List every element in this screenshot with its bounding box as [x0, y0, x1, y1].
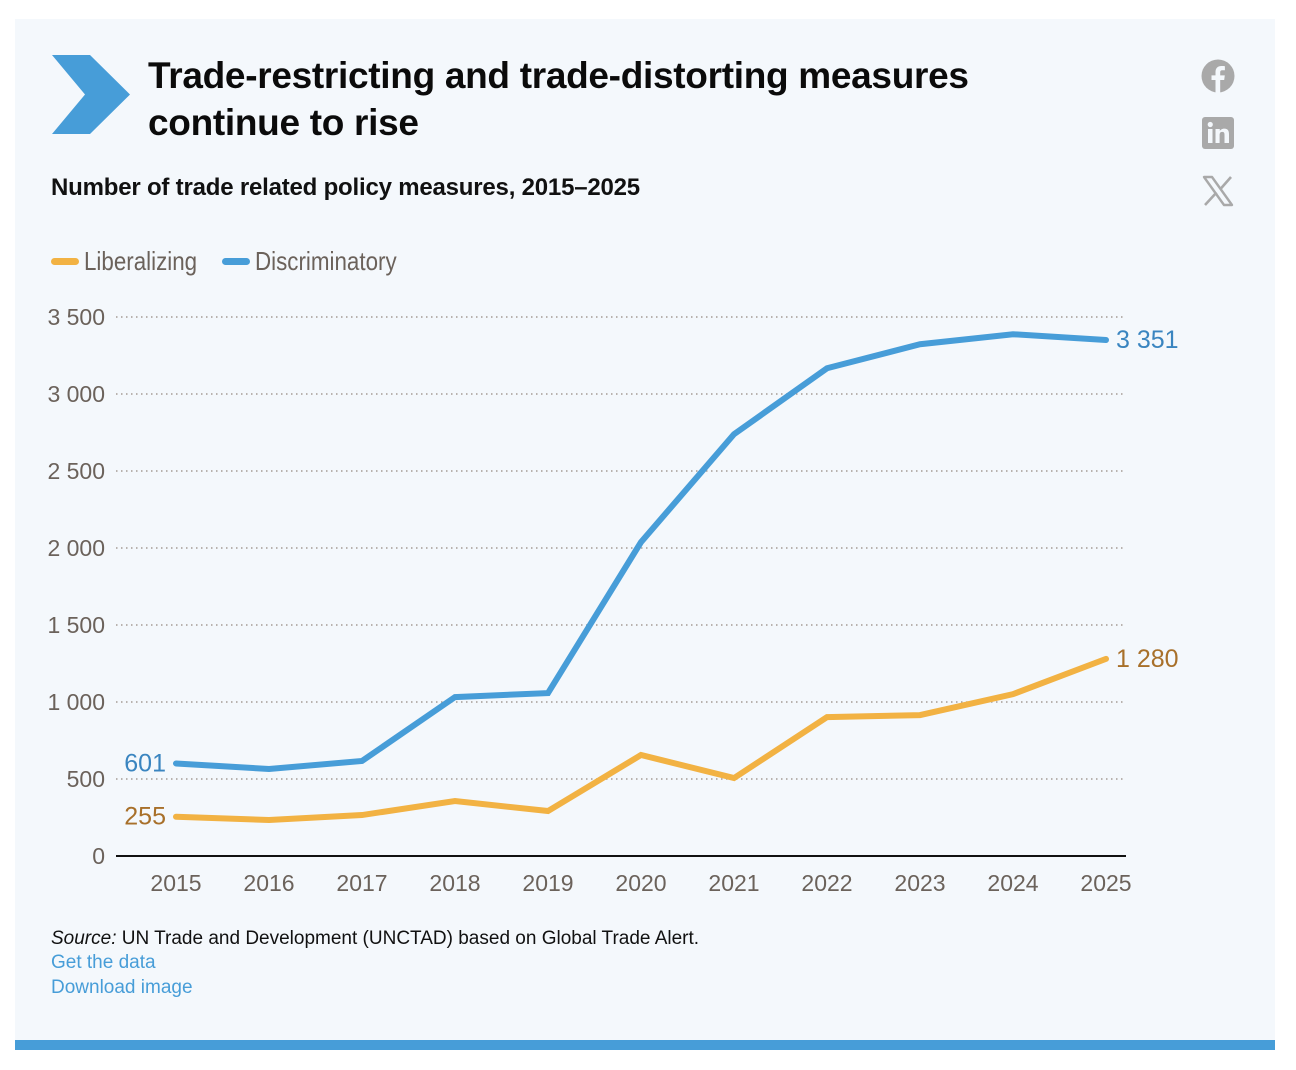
download-image-link[interactable]: Download image — [51, 977, 193, 998]
start-label-discriminatory: 601 — [124, 749, 166, 777]
source-label: Source: — [51, 928, 117, 949]
x-tick-label: 2020 — [615, 870, 666, 896]
x-tick-label: 2018 — [429, 870, 480, 896]
y-tick-label: 2 500 — [47, 458, 105, 484]
chart-card — [15, 19, 1275, 1040]
x-tick-label: 2024 — [987, 870, 1038, 896]
y-tick-label: 1 500 — [47, 612, 105, 638]
legend-label: Discriminatory — [254, 246, 397, 276]
series-line-liberalizing — [173, 655, 1109, 823]
legend-item-liberalizing[interactable]: Liberalizing — [51, 246, 216, 277]
legend-swatch-discriminatory — [221, 258, 250, 265]
share-facebook-button[interactable] — [1200, 58, 1236, 94]
x-tick-label: 2015 — [150, 870, 201, 896]
share-x-button[interactable] — [1200, 173, 1236, 209]
chart-title: Trade-restricting and trade-distorting m… — [148, 52, 1148, 146]
x-tick-label: 2025 — [1080, 870, 1131, 896]
legend-label: Liberalizing — [84, 246, 198, 276]
x-twitter-icon — [1202, 175, 1234, 207]
source-note: Source: UN Trade and Development (UNCTAD… — [51, 928, 699, 950]
y-tick-label: 500 — [67, 766, 105, 792]
start-label-liberalizing: 255 — [124, 803, 166, 831]
x-tick-label: 2019 — [522, 870, 573, 896]
title-line-1: Trade-restricting and trade-distorting m… — [148, 55, 969, 96]
accent-bottom-bar — [15, 1040, 1275, 1050]
chevron-logo-icon — [52, 55, 130, 134]
chart-subtitle: Number of trade related policy measures,… — [51, 174, 640, 201]
legend-swatch-liberalizing — [51, 258, 79, 265]
x-tick-label: 2022 — [801, 870, 852, 896]
x-tick-label: 2021 — [708, 870, 759, 896]
chart-legend: Liberalizing Discriminatory — [51, 246, 435, 277]
linkedin-icon — [1202, 117, 1234, 149]
y-tick-label: 3 500 — [47, 304, 105, 330]
y-tick-label: 3 000 — [47, 381, 105, 407]
y-tick-label: 0 — [92, 843, 105, 869]
x-tick-label: 2023 — [894, 870, 945, 896]
y-tick-label: 1 000 — [47, 689, 105, 715]
y-tick-label: 2 000 — [47, 535, 105, 561]
x-tick-label: 2016 — [243, 870, 294, 896]
end-label-discriminatory: 3 351 — [1116, 326, 1179, 354]
share-linkedin-button[interactable] — [1200, 115, 1236, 151]
x-tick-label: 2017 — [336, 870, 387, 896]
end-label-liberalizing: 1 280 — [1116, 645, 1179, 673]
source-text: UN Trade and Development (UNCTAD) based … — [116, 928, 700, 949]
title-line-2: continue to rise — [148, 102, 419, 143]
facebook-icon — [1201, 59, 1235, 93]
legend-item-discriminatory[interactable]: Discriminatory — [221, 246, 420, 277]
get-the-data-link[interactable]: Get the data — [51, 952, 156, 973]
